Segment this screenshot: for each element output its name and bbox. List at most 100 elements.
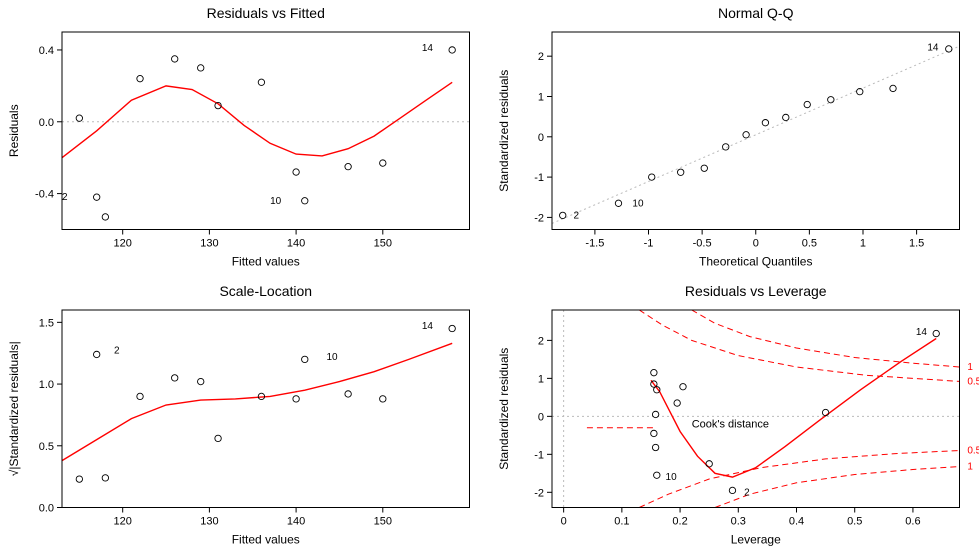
- data-point: [302, 198, 308, 204]
- x-axis-label: Theoretical Quantiles: [699, 255, 812, 269]
- data-point: [345, 163, 351, 169]
- y-tick-label: -2: [534, 487, 544, 499]
- y-tick-label: 0: [537, 411, 543, 423]
- data-point: [679, 383, 685, 389]
- point-label: 10: [632, 198, 644, 209]
- y-tick-label: -0.4: [35, 189, 54, 201]
- x-tick-label: 0.4: [788, 515, 803, 527]
- data-point: [822, 409, 828, 415]
- data-point: [172, 374, 178, 380]
- x-tick-label: -1.5: [585, 238, 604, 250]
- x-tick-label: 130: [200, 238, 218, 250]
- data-point: [652, 411, 658, 417]
- chart-title: Normal Q-Q: [718, 5, 794, 21]
- plot-frame: [552, 310, 960, 508]
- data-point: [198, 378, 204, 384]
- cook-label: 1: [967, 461, 973, 472]
- cook-label: 0.5: [967, 445, 979, 456]
- data-point: [102, 214, 108, 220]
- x-axis-label: Fitted values: [232, 532, 300, 546]
- x-tick-label: 130: [200, 515, 218, 527]
- x-tick-label: 0: [560, 515, 566, 527]
- point-label: 14: [927, 42, 939, 53]
- x-axis-label: Fitted values: [232, 255, 300, 269]
- x-tick-label: 0.5: [847, 515, 862, 527]
- y-axis-label: Standardized residuals: [497, 70, 511, 192]
- data-point: [742, 132, 748, 138]
- data-point: [804, 101, 810, 107]
- data-point: [945, 46, 951, 52]
- data-point: [76, 115, 82, 121]
- chart-resfit: Residuals vs Fitted21014120130140150-0.4…: [0, 0, 490, 278]
- plot-frame: [552, 32, 960, 230]
- y-tick-label: -1: [534, 449, 544, 461]
- point-label: 14: [422, 43, 434, 54]
- data-point: [648, 174, 654, 180]
- data-point: [652, 444, 658, 450]
- x-tick-label: 0: [752, 238, 758, 250]
- data-point: [293, 395, 299, 401]
- y-axis-label: Standardized residuals: [497, 347, 511, 469]
- y-tick-label: -1: [534, 172, 544, 184]
- y-tick-label: 0.4: [39, 45, 54, 57]
- panel-reslev: Residuals vs Leverage10.50.51Cook's dist…: [490, 278, 979, 555]
- point-label: 2: [744, 487, 750, 498]
- data-point: [198, 65, 204, 71]
- x-tick-label: 150: [374, 515, 392, 527]
- y-tick-label: 0: [537, 132, 543, 144]
- x-tick-label: 1: [859, 238, 865, 250]
- data-point: [172, 56, 178, 62]
- point-label: 2: [62, 192, 68, 203]
- data-point: [827, 97, 833, 103]
- x-tick-label: 0.6: [905, 515, 920, 527]
- chart-scaleloc: Scale-Location210141201301401500.00.51.0…: [0, 278, 490, 555]
- data-point: [889, 85, 895, 91]
- y-tick-label: -2: [534, 212, 544, 224]
- y-tick-label: 1.0: [39, 379, 54, 391]
- chart-title: Scale-Location: [219, 283, 312, 299]
- data-point: [258, 79, 264, 85]
- data-point: [933, 330, 939, 336]
- point-label: 14: [915, 327, 927, 338]
- x-axis-label: Leverage: [730, 532, 780, 546]
- data-point: [380, 395, 386, 401]
- data-point: [729, 487, 735, 493]
- x-tick-label: 1.5: [908, 238, 923, 250]
- panel-qq: Normal Q-Q21014-1.5-1-0.500.511.5-2-1012…: [490, 0, 979, 278]
- data-point: [782, 114, 788, 120]
- y-axis-label: Residuals: [7, 104, 21, 157]
- x-tick-label: 0.1: [614, 515, 629, 527]
- chart-qq: Normal Q-Q21014-1.5-1-0.500.511.5-2-1012…: [490, 0, 979, 278]
- data-point: [293, 169, 299, 175]
- y-tick-label: 1: [537, 373, 543, 385]
- data-point: [650, 430, 656, 436]
- data-point: [653, 472, 659, 478]
- y-tick-label: 1: [537, 91, 543, 103]
- qq-line: [552, 46, 960, 223]
- data-point: [302, 356, 308, 362]
- panel-resfit: Residuals vs Fitted21014120130140150-0.4…: [0, 0, 490, 278]
- data-point: [449, 47, 455, 53]
- x-tick-label: 150: [374, 238, 392, 250]
- point-label: 10: [270, 196, 282, 207]
- data-point: [615, 200, 621, 206]
- x-tick-label: -0.5: [692, 238, 711, 250]
- y-tick-label: 2: [537, 335, 543, 347]
- y-tick-label: 1.5: [39, 317, 54, 329]
- point-label: 2: [573, 210, 579, 221]
- point-label: 10: [665, 472, 677, 483]
- panel-scaleloc: Scale-Location210141201301401500.00.51.0…: [0, 278, 490, 555]
- data-point: [677, 169, 683, 175]
- data-point: [137, 393, 143, 399]
- chart-title: Residuals vs Leverage: [684, 283, 826, 299]
- cook-contour: [691, 310, 959, 367]
- data-point: [449, 325, 455, 331]
- data-point: [762, 119, 768, 125]
- data-point: [93, 351, 99, 357]
- data-point: [705, 460, 711, 466]
- cook-contour: [715, 466, 960, 507]
- data-point: [650, 369, 656, 375]
- plot-frame: [62, 32, 470, 230]
- plot-frame: [62, 310, 470, 508]
- point-label: 2: [114, 345, 120, 356]
